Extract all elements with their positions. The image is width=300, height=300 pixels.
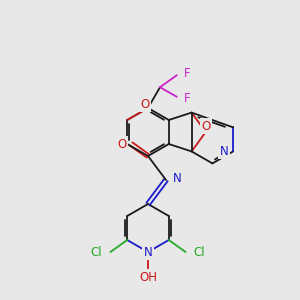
Text: O: O [140,98,150,110]
Text: Cl: Cl [91,245,102,259]
Text: N: N [219,145,228,158]
Text: Cl: Cl [194,245,205,259]
Text: N: N [144,245,152,259]
Text: N: N [173,172,182,184]
Text: F: F [184,67,190,80]
Text: F: F [184,92,190,105]
Text: OH: OH [139,271,157,284]
Text: O: O [117,137,126,151]
Text: O: O [201,119,210,133]
